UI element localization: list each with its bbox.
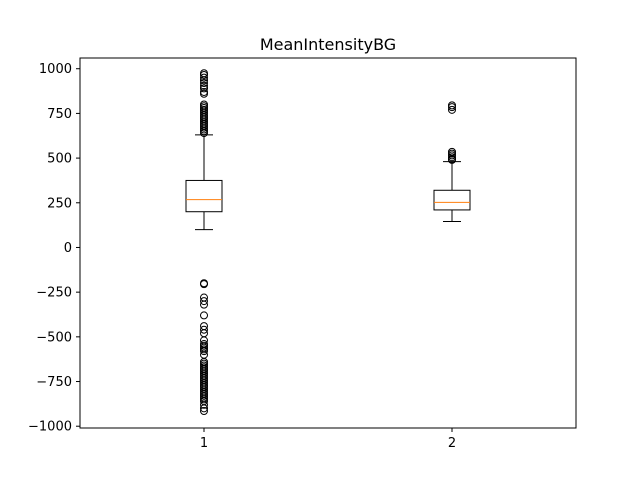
x-tick-label: 2	[448, 436, 456, 451]
outlier-point	[200, 407, 208, 416]
y-tick-label: 1000	[39, 62, 72, 77]
y-tick-label: −1000	[28, 420, 72, 435]
iqr-box	[185, 179, 223, 213]
outlier-point	[200, 73, 208, 82]
x-tick-label: 1	[200, 436, 208, 451]
outlier-point	[200, 347, 208, 356]
outlier-point	[200, 81, 208, 90]
y-tick-label: −500	[36, 330, 72, 345]
outlier-point	[200, 79, 208, 88]
outlier-point	[200, 70, 208, 79]
box-2	[433, 101, 471, 223]
y-tick-label: −750	[36, 375, 72, 390]
outlier-point	[200, 297, 208, 306]
outlier-point	[448, 105, 456, 114]
y-tick-label: −250	[36, 286, 72, 301]
chart-title: MeanIntensityBG	[260, 35, 396, 54]
outlier-point	[200, 311, 208, 320]
outlier-point	[200, 84, 208, 93]
plot-area	[79, 57, 577, 429]
outlier-point	[200, 325, 208, 334]
y-tick-label: 0	[64, 241, 72, 256]
outlier-point	[200, 280, 208, 289]
box-1	[185, 69, 223, 416]
box-series	[185, 69, 471, 416]
iqr-box	[433, 189, 471, 211]
outlier-point	[200, 400, 208, 409]
y-tick-label: 750	[47, 107, 72, 122]
y-axis: −1000 −750 −500 −250 0 250 500 750 1000	[28, 62, 80, 435]
outlier-point	[200, 129, 208, 138]
y-tick-label: 250	[47, 196, 72, 211]
outlier-point	[448, 155, 456, 164]
outlier-point	[200, 76, 208, 85]
y-tick-label: 500	[47, 152, 72, 167]
outlier-point	[200, 404, 208, 413]
outlier-point	[448, 103, 456, 112]
outlier-point	[200, 300, 208, 309]
outlier-point	[200, 89, 208, 98]
